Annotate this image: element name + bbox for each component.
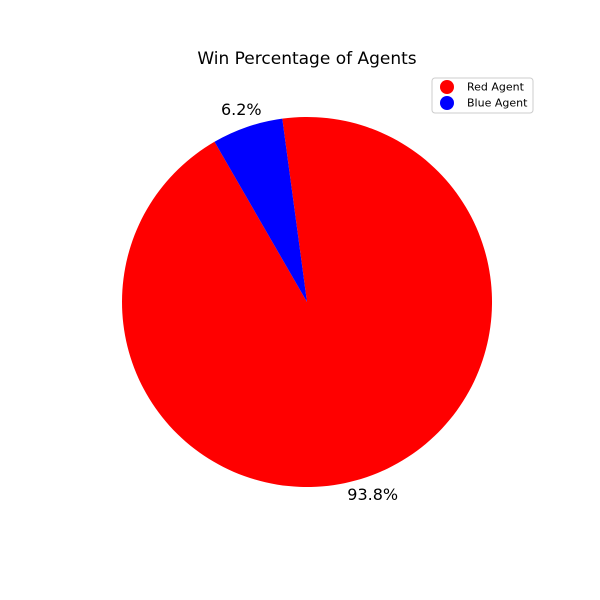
legend-label-red-agent: Red Agent xyxy=(467,81,525,94)
legend-frame xyxy=(431,77,534,114)
legend: Red Agent Blue Agent xyxy=(431,77,534,114)
pie-percent-labels: 93.8% 6.2% xyxy=(221,100,398,504)
pie-slice-red-agent xyxy=(122,116,493,487)
legend-marker-blue-agent xyxy=(440,96,454,110)
legend-label-blue-agent: Blue Agent xyxy=(467,97,528,110)
chart-title: Win Percentage of Agents xyxy=(197,49,416,69)
pie-slices xyxy=(122,116,493,487)
legend-marker-red-agent xyxy=(440,80,454,94)
pie-slice-blue-agent xyxy=(214,118,307,302)
pct-label-red-agent: 93.8% xyxy=(347,485,398,504)
pct-label-blue-agent: 6.2% xyxy=(221,100,262,119)
